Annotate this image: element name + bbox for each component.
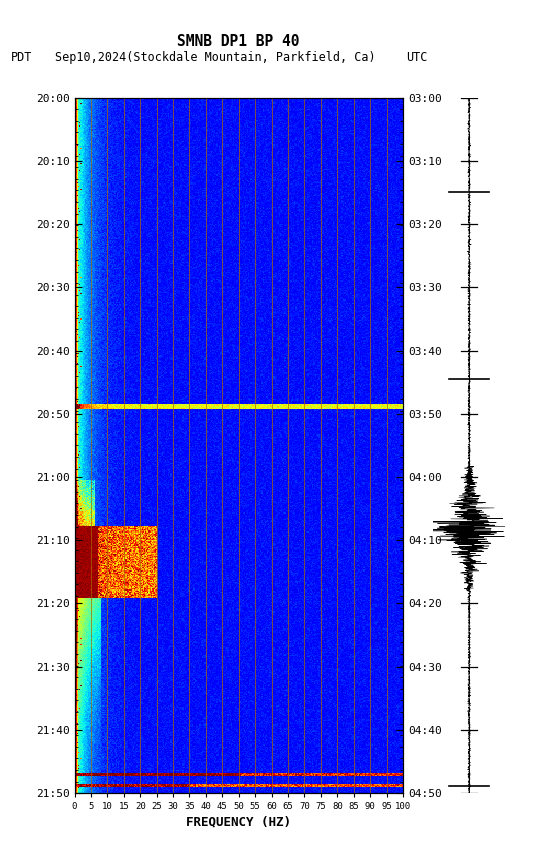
Text: Sep10,2024(Stockdale Mountain, Parkfield, Ca): Sep10,2024(Stockdale Mountain, Parkfield… [55,50,376,64]
Text: UTC: UTC [406,50,427,64]
X-axis label: FREQUENCY (HZ): FREQUENCY (HZ) [186,816,291,829]
Text: SMNB DP1 BP 40: SMNB DP1 BP 40 [178,34,300,49]
Text: PDT: PDT [11,50,33,64]
